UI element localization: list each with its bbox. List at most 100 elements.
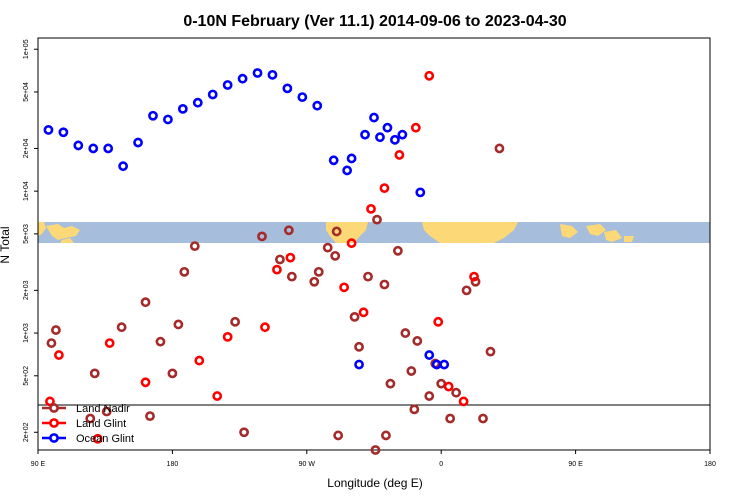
land-nadir-point xyxy=(409,404,420,415)
land-nadir-point xyxy=(485,346,496,357)
map-ocean xyxy=(38,222,710,243)
ocean-glint-point xyxy=(267,69,278,80)
land-nadir-point xyxy=(445,413,456,424)
ocean-glint-point xyxy=(177,103,188,114)
ocean-glint-point xyxy=(360,129,370,140)
ocean-glint-point xyxy=(237,73,248,84)
ocean-glint-point xyxy=(118,161,129,172)
land-nadir-point xyxy=(400,328,411,338)
chart-title: 0-10N February (Ver 11.1) 2014-09-06 to … xyxy=(183,13,566,30)
land-nadir-point xyxy=(406,366,417,376)
land-nadir-point xyxy=(392,245,403,256)
land-nadir-point xyxy=(173,319,184,330)
land-nadir-point xyxy=(309,276,320,287)
land-nadir-point xyxy=(313,266,324,277)
ocean-glint-point xyxy=(73,140,84,151)
ocean-glint-point xyxy=(312,100,323,111)
ocean-glint-point xyxy=(424,350,435,360)
x-tick-label: 90 E xyxy=(31,461,46,468)
land-nadir-point xyxy=(145,411,155,421)
y-tick-label: 5e+04 xyxy=(23,82,30,102)
land-nadir-point xyxy=(179,266,190,277)
land-nadir-point xyxy=(286,271,297,282)
y-tick-label: 2e+02 xyxy=(23,422,30,442)
legend-label: Ocean Glint xyxy=(76,433,134,445)
land-glint-point xyxy=(458,396,469,407)
land-glint-point xyxy=(358,307,369,318)
map-land-2 xyxy=(60,238,74,243)
y-axis: 1e+05 5e+04 2e+04 1e+04 5e+03 2e+03 1e+03 5e+02… xyxy=(23,39,38,442)
ocean-glint-point xyxy=(390,134,400,145)
x-axis-title: Longitude (deg E) xyxy=(327,476,422,490)
land-nadir-point xyxy=(381,430,391,441)
land-nadir-point xyxy=(51,325,61,335)
map-land-5 xyxy=(560,224,578,238)
land-nadir-point xyxy=(140,297,151,308)
ocean-glint-point xyxy=(415,187,426,198)
ocean-glint-point xyxy=(252,68,263,78)
ocean-glint-point xyxy=(207,89,218,100)
land-glint-point xyxy=(260,322,270,333)
land-nadir-point xyxy=(283,225,294,236)
ocean-glint-point xyxy=(382,122,393,133)
land-nadir-point xyxy=(85,413,96,424)
land-nadir-point xyxy=(451,387,462,398)
land-glint-point xyxy=(433,316,444,327)
y-tick-label: 1e+03 xyxy=(23,323,30,343)
land-nadir-point xyxy=(478,413,488,424)
map-land-0 xyxy=(38,222,46,236)
ocean-glint-point xyxy=(282,83,293,94)
land-glint-point xyxy=(140,377,151,388)
land-nadir-point xyxy=(46,338,57,348)
land-nadir-point xyxy=(349,312,360,322)
legend: Land Nadir Land Glint Ocean Glint xyxy=(42,403,134,445)
land-nadir-point xyxy=(239,427,249,438)
land-glint-point xyxy=(272,264,282,275)
plot-frame xyxy=(37,37,711,451)
ocean-glint-point xyxy=(103,143,114,154)
ocean-glint-point xyxy=(431,359,442,370)
world-map-band xyxy=(38,222,710,243)
y-tick-label: 2e+03 xyxy=(23,280,30,300)
land-glint-point xyxy=(45,396,55,407)
y-tick-label: 5e+03 xyxy=(23,224,30,244)
ocean-glint-point xyxy=(148,110,158,121)
plot-border xyxy=(37,37,711,451)
land-glint-point xyxy=(92,433,103,444)
land-glint-point xyxy=(104,338,115,348)
land-nadir-point xyxy=(322,242,333,253)
x-axis: 90 E 180 90 W 0 90 E 180 xyxy=(31,450,716,468)
ocean-glint-point xyxy=(222,80,233,90)
land-nadir-point xyxy=(116,322,127,333)
land-nadir-point xyxy=(424,391,435,401)
land-glint-point xyxy=(443,381,454,392)
ocean-glint-point xyxy=(163,114,173,125)
land-nadir-point xyxy=(385,378,396,389)
ocean-glint-point xyxy=(133,137,143,148)
land-nadir-point xyxy=(275,254,285,265)
land-glint-point xyxy=(285,252,296,263)
land-nadir-point xyxy=(470,276,481,287)
land-glint-point xyxy=(410,122,421,133)
land-glint-point xyxy=(394,150,405,160)
land-nadir-point xyxy=(412,336,423,346)
ocean-glint-point xyxy=(354,359,364,370)
land-glint-point xyxy=(194,355,205,366)
land-nadir-point xyxy=(461,285,472,296)
land-nadir-point xyxy=(257,231,267,242)
land-glint-point xyxy=(424,70,435,81)
map-land-1 xyxy=(46,224,80,240)
land-glint-point xyxy=(222,331,233,342)
land-glint-point xyxy=(212,391,223,401)
y-axis-title: N Total xyxy=(0,226,12,263)
legend-marker xyxy=(49,403,59,413)
legend-label: Land Nadir xyxy=(76,403,130,415)
land-nadir-point xyxy=(155,336,166,347)
legend-marker xyxy=(49,433,59,443)
ocean-glint-point xyxy=(328,155,339,166)
ocean-glint-point xyxy=(342,165,353,176)
map-land-6 xyxy=(586,224,606,236)
land-nadir-point xyxy=(354,341,364,352)
land-nadir-point xyxy=(89,368,100,379)
